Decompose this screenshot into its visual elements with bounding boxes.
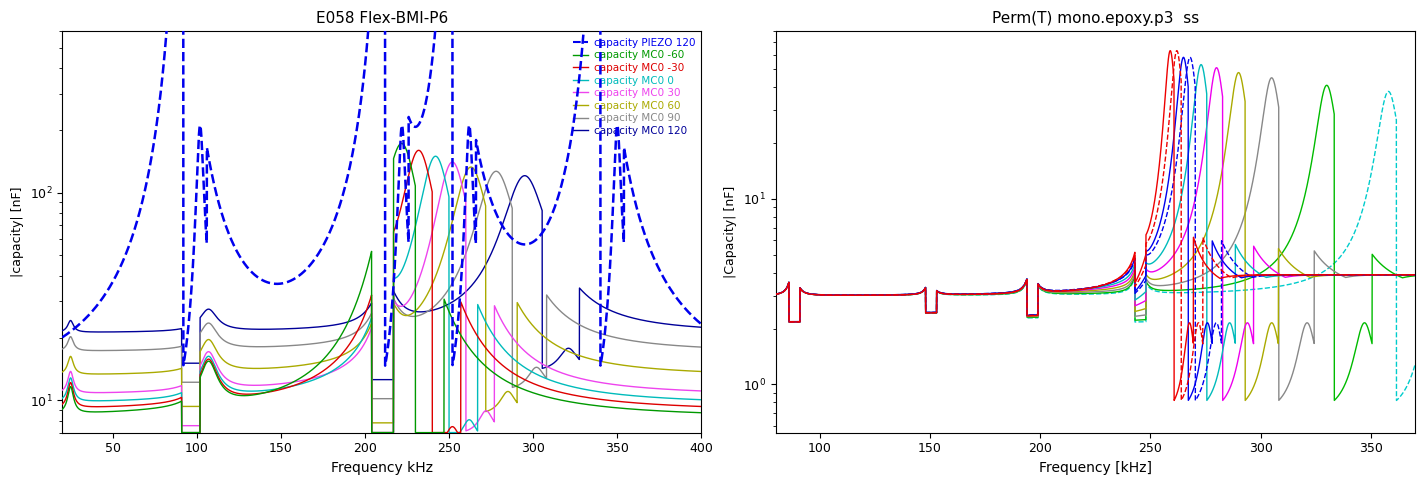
X-axis label: Frequency kHz: Frequency kHz xyxy=(331,461,432,475)
Line: capacity MC0 30: capacity MC0 30 xyxy=(63,162,702,433)
capacity MC0 -30 xyxy=(469,334,486,340)
capacity MC0 -30 xyxy=(54,401,71,407)
capacity MC0 -30 xyxy=(173,430,190,435)
capacity MC0 -60 xyxy=(579,401,596,407)
capacity MC0 90 xyxy=(170,344,187,350)
capacity PIEZO 120 xyxy=(693,321,710,327)
Line: capacity MC0 90: capacity MC0 90 xyxy=(63,171,702,399)
capacity MC0 0 xyxy=(298,380,315,385)
capacity MC0 0 xyxy=(54,396,71,401)
capacity MC0 -60 xyxy=(438,301,455,307)
capacity MC0 90 xyxy=(364,396,381,401)
Line: capacity MC0 -30: capacity MC0 -30 xyxy=(63,150,702,433)
capacity MC0 120 xyxy=(436,303,453,309)
capacity MC0 0 xyxy=(438,179,455,185)
capacity MC0 -60 xyxy=(530,392,548,398)
capacity MC0 60 xyxy=(364,420,381,426)
capacity MC0 0 xyxy=(530,373,548,379)
capacity MC0 90 xyxy=(488,168,505,174)
capacity MC0 120 xyxy=(516,173,533,178)
capacity MC0 30 xyxy=(469,418,486,424)
capacity MC0 30 xyxy=(364,430,381,435)
capacity MC0 60 xyxy=(469,175,486,181)
capacity MC0 -60 xyxy=(173,430,190,435)
capacity MC0 0 xyxy=(469,303,486,309)
capacity MC0 0 xyxy=(170,391,187,397)
capacity PIEZO 120 xyxy=(376,363,394,368)
capacity MC0 90 xyxy=(298,342,315,347)
capacity MC0 30 xyxy=(436,172,453,177)
capacity MC0 60 xyxy=(693,368,710,374)
capacity MC0 90 xyxy=(469,212,486,218)
Title: Perm(T) mono.epoxy.p3  ss: Perm(T) mono.epoxy.p3 ss xyxy=(991,11,1199,26)
capacity MC0 30 xyxy=(54,387,71,393)
capacity MC0 120 xyxy=(579,294,596,299)
capacity MC0 -60 xyxy=(54,406,71,412)
capacity MC0 -30 xyxy=(170,396,187,402)
capacity PIEZO 120 xyxy=(469,148,486,154)
capacity MC0 -30 xyxy=(411,147,428,153)
capacity MC0 -60 xyxy=(394,140,411,146)
capacity PIEZO 120 xyxy=(530,234,548,240)
capacity MC0 60 xyxy=(462,164,479,170)
capacity MC0 120 xyxy=(298,325,315,331)
capacity PIEZO 120 xyxy=(298,266,315,272)
Y-axis label: |capacity| [nF]: |capacity| [nF] xyxy=(11,187,24,278)
capacity MC0 -30 xyxy=(530,383,548,389)
capacity MC0 -60 xyxy=(298,371,315,377)
Legend: capacity PIEZO 120, capacity MC0 -60, capacity MC0 -30, capacity MC0 0, capacity: capacity PIEZO 120, capacity MC0 -60, ca… xyxy=(572,36,696,137)
capacity MC0 120 xyxy=(693,324,710,330)
Line: capacity MC0 60: capacity MC0 60 xyxy=(63,167,702,423)
Line: capacity PIEZO 120: capacity PIEZO 120 xyxy=(63,0,702,365)
capacity MC0 60 xyxy=(298,362,315,367)
capacity MC0 120 xyxy=(54,328,71,333)
capacity MC0 -60 xyxy=(693,410,710,416)
capacity MC0 90 xyxy=(579,326,596,332)
capacity MC0 60 xyxy=(579,355,596,361)
capacity MC0 -30 xyxy=(579,395,596,400)
capacity MC0 120 xyxy=(170,326,187,332)
capacity MC0 30 xyxy=(443,159,461,165)
capacity MC0 90 xyxy=(436,291,453,296)
capacity MC0 90 xyxy=(693,344,710,350)
X-axis label: Frequency [kHz]: Frequency [kHz] xyxy=(1038,461,1152,475)
capacity MC0 0 xyxy=(693,397,710,402)
Y-axis label: |Capacity| [nF]: |Capacity| [nF] xyxy=(724,186,737,278)
capacity PIEZO 120 xyxy=(54,334,71,340)
capacity MC0 0 xyxy=(579,387,596,393)
capacity MC0 60 xyxy=(530,330,548,335)
capacity MC0 30 xyxy=(170,384,187,390)
capacity MC0 30 xyxy=(298,377,315,382)
capacity MC0 90 xyxy=(530,366,548,372)
capacity MC0 -30 xyxy=(693,403,710,409)
Line: capacity MC0 120: capacity MC0 120 xyxy=(63,175,702,380)
capacity MC0 30 xyxy=(579,377,596,383)
capacity MC0 30 xyxy=(530,359,548,365)
Line: capacity MC0 0: capacity MC0 0 xyxy=(63,156,702,433)
Line: capacity MC0 -60: capacity MC0 -60 xyxy=(63,143,702,433)
capacity MC0 30 xyxy=(693,388,710,394)
capacity MC0 -60 xyxy=(469,356,486,362)
capacity MC0 120 xyxy=(364,377,381,382)
capacity MC0 -30 xyxy=(298,378,315,383)
Title: E058 Flex-BMI-P6: E058 Flex-BMI-P6 xyxy=(315,11,448,26)
capacity MC0 120 xyxy=(530,199,548,205)
capacity MC0 120 xyxy=(469,275,486,280)
capacity MC0 0 xyxy=(426,153,443,159)
capacity MC0 -60 xyxy=(170,400,187,406)
capacity MC0 60 xyxy=(54,369,71,375)
capacity MC0 60 xyxy=(170,366,187,372)
capacity MC0 90 xyxy=(54,346,71,352)
capacity MC0 0 xyxy=(173,430,190,435)
capacity MC0 60 xyxy=(436,243,453,249)
capacity MC0 -30 xyxy=(438,430,455,435)
